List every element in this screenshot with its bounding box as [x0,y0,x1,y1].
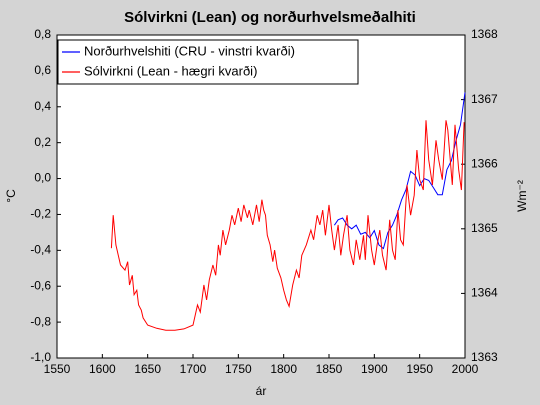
x-tick-label: 1600 [89,362,116,376]
y-axis-label: °C [4,189,18,203]
y2-tick-label: 1368 [471,27,498,41]
chart-title: Sólvirkni (Lean) og norðurhvelsmeðalhiti [124,9,416,26]
y-tick-label: 0,6 [34,63,51,77]
x-tick-label: 1800 [270,362,297,376]
y-tick-label: -0,2 [30,207,51,221]
y-tick-label: -1,0 [30,350,51,364]
x-tick-label: 1850 [316,362,343,376]
y-tick-label: -0,4 [30,243,51,257]
y2-tick-label: 1366 [471,156,498,170]
y-tick-label: -0,6 [30,278,51,292]
legend-label: Norðurhvelshiti (CRU - vinstri kvarði) [84,43,295,58]
y2-tick-label: 1363 [471,350,498,364]
x-tick-label: 1650 [134,362,161,376]
plot-area [56,34,466,359]
y2-axis-label: Wm⁻² [515,180,529,212]
y-tick-label: -0,8 [30,314,51,328]
x-tick-label: 1550 [44,362,71,376]
x-tick-label: 1700 [180,362,207,376]
x-axis-label: ár [256,384,267,398]
y-tick-label: 0,4 [34,99,51,113]
x-tick-label: 1900 [361,362,388,376]
x-tick-label: 1950 [406,362,433,376]
series-line [333,92,466,250]
y2-tick-label: 1365 [471,221,498,235]
y-tick-label: 0,8 [34,27,51,41]
series-line [110,120,465,331]
x-tick-label: 1750 [225,362,252,376]
legend-box [57,39,359,85]
y-tick-label: 0,2 [34,135,51,149]
y2-tick-label: 1364 [471,286,498,300]
legend-label: Sólvirkni (Lean - hægri kvarði) [84,63,257,78]
y2-tick-label: 1367 [471,92,498,106]
y-tick-label: 0,0 [34,171,51,185]
x-tick-label: 2000 [452,362,479,376]
